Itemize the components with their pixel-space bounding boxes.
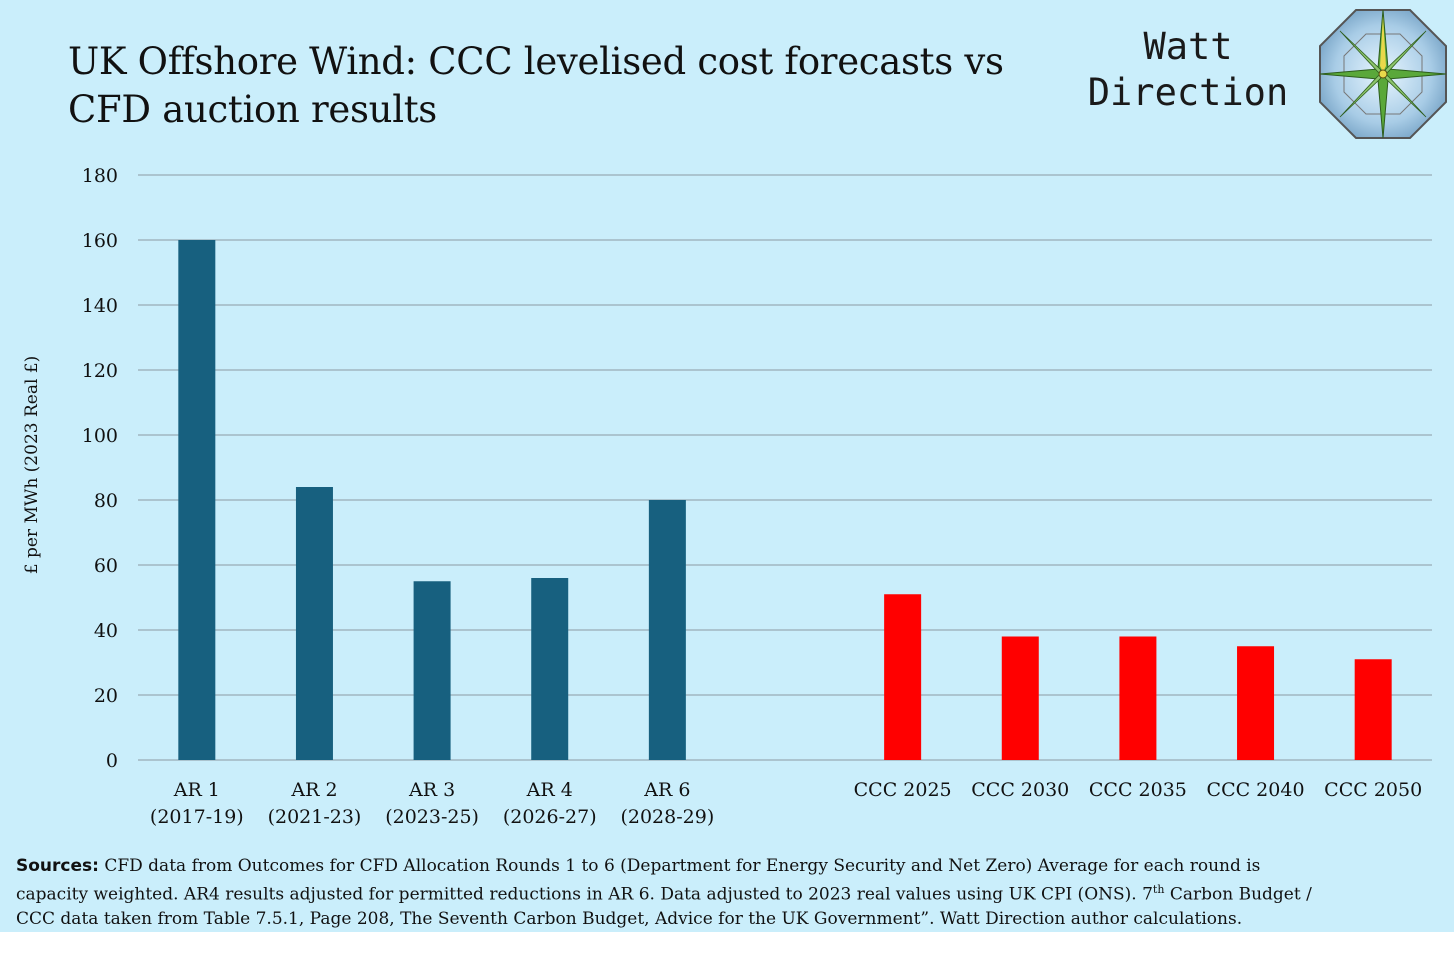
bar: [648, 500, 686, 760]
y-tick-label: 120: [82, 360, 118, 382]
brand-name: Watt Direction: [1066, 24, 1310, 116]
x-tick-label: AR 2: [290, 779, 337, 801]
y-tick-label: 0: [106, 750, 118, 772]
x-tick-label: CCC 2040: [1207, 779, 1305, 801]
y-tick-label: 60: [94, 555, 118, 577]
y-tick-label: 160: [82, 230, 118, 252]
sources-line-3: CCC data taken from Table 7.5.1, Page 20…: [16, 908, 1243, 929]
x-tick-label: AR 1: [173, 779, 220, 801]
brand-line-1: Watt: [1143, 25, 1233, 68]
sources-label: Sources:: [16, 856, 99, 876]
x-tick-label: AR 3: [408, 779, 455, 801]
x-tick-label: (2021-23): [268, 806, 362, 828]
sources-superscript: th: [1152, 883, 1165, 896]
y-tick-label: 100: [82, 425, 118, 447]
y-tick-label: 20: [94, 685, 118, 707]
y-tick-label: 80: [94, 490, 118, 512]
sources-text-2a: capacity weighted. AR4 results adjusted …: [16, 884, 1153, 905]
y-axis-ticks: 0 20 40 60 80 100 120 140 160 180: [82, 165, 118, 772]
gridlines: [138, 174, 1432, 761]
x-tick-label: CCC 2030: [971, 779, 1069, 801]
sources-text-1: CFD data from Outcomes for CFD Allocatio…: [98, 856, 1261, 876]
bar: [1237, 646, 1275, 760]
x-tick-label: CCC 2025: [854, 779, 952, 801]
x-tick-label: (2017-19): [150, 806, 244, 828]
chart-background: [0, 0, 1454, 932]
y-tick-label: 140: [82, 295, 118, 317]
bar: [1119, 636, 1157, 760]
compass-rose-icon: [1319, 9, 1447, 139]
sources-text-2b: Carbon Budget /: [1164, 884, 1312, 905]
x-tick-label: AR 4: [526, 779, 573, 801]
sources-line-2: capacity weighted. AR4 results adjusted …: [16, 878, 1436, 907]
x-tick-label: CCC 2035: [1089, 779, 1187, 801]
bars: [178, 240, 1392, 760]
bar: [1354, 659, 1392, 760]
x-tick-label: (2026-27): [503, 806, 597, 828]
brand-line-2: Direction: [1087, 71, 1289, 114]
bar: [884, 594, 922, 760]
y-tick-label: 40: [94, 620, 118, 642]
bar: [413, 581, 451, 760]
x-tick-label: (2028-29): [620, 806, 714, 828]
bar: [178, 240, 216, 760]
chart-title: UK Offshore Wind: CCC levelised cost for…: [68, 40, 1004, 131]
bar: [295, 487, 333, 760]
x-axis-ticks: AR 1 (2017-19) AR 2 (2021-23) AR 3 (2023-25) A…: [150, 779, 1422, 828]
sources-line-1: Sources: CFD data from Outcomes for CFD …: [16, 854, 1436, 878]
x-tick-label: (2023-25): [385, 806, 479, 828]
bar: [1001, 636, 1039, 760]
x-tick-label: AR 6: [643, 779, 690, 801]
y-axis-label: £ per MWh (2023 Real £): [22, 356, 42, 575]
sources-note: Sources: CFD data from Outcomes for CFD …: [16, 854, 1436, 931]
bar: [531, 578, 569, 760]
x-tick-label: CCC 2050: [1324, 779, 1422, 801]
y-tick-label: 180: [82, 165, 118, 187]
